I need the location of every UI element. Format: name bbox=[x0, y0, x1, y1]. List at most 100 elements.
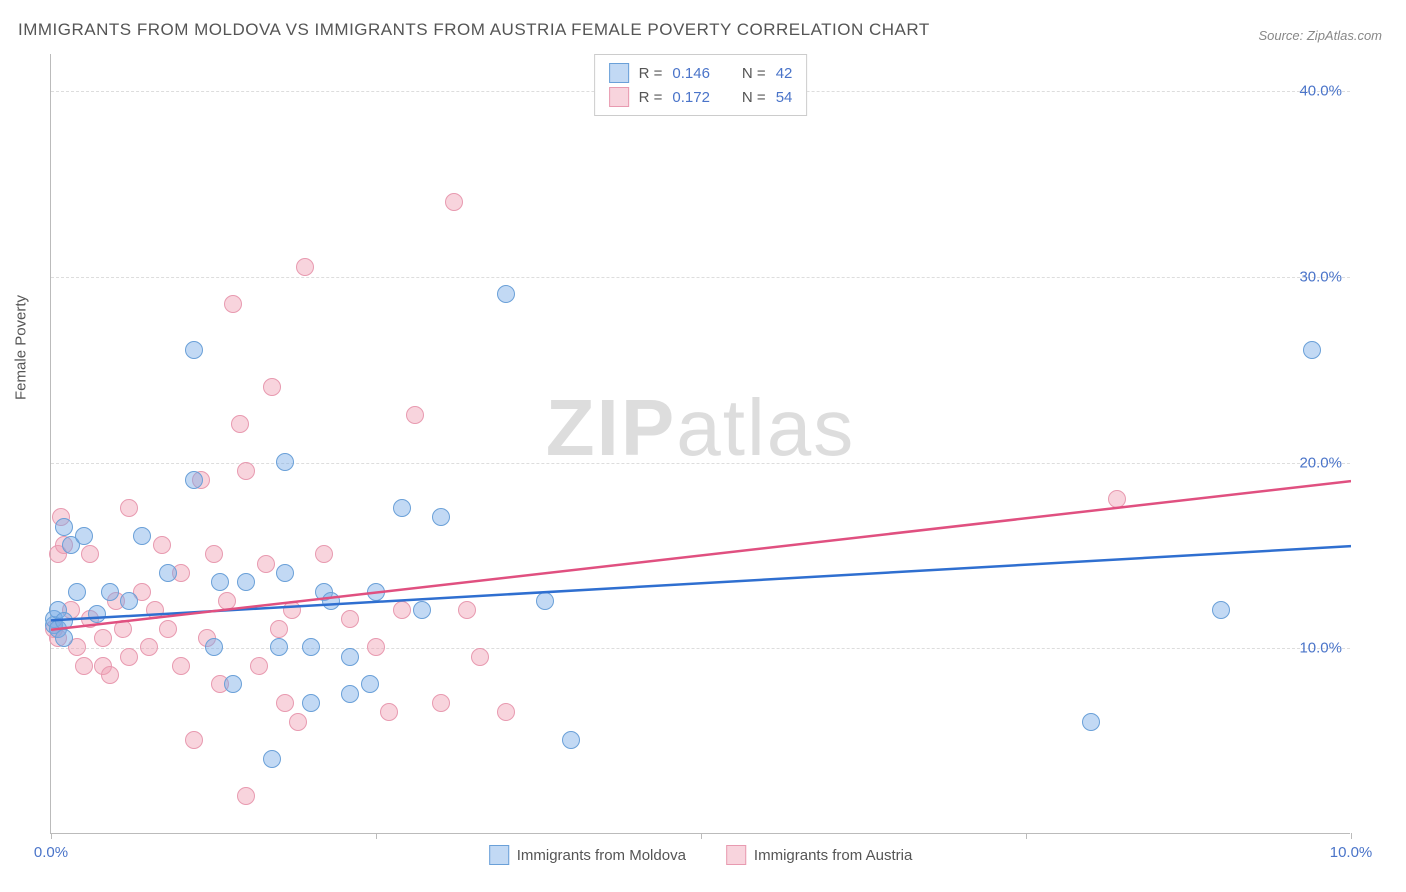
y-tick-label: 30.0% bbox=[1299, 268, 1342, 285]
scatter-point-austria bbox=[315, 545, 333, 563]
scatter-point-austria bbox=[458, 601, 476, 619]
scatter-point-moldova bbox=[120, 592, 138, 610]
scatter-point-austria bbox=[237, 462, 255, 480]
scatter-point-moldova bbox=[361, 675, 379, 693]
scatter-point-moldova bbox=[133, 527, 151, 545]
scatter-point-austria bbox=[224, 295, 242, 313]
legend-correlation-row: R = 0.172 N = 54 bbox=[609, 85, 793, 109]
legend-series-label: Immigrants from Moldova bbox=[517, 847, 686, 864]
legend-swatch bbox=[726, 845, 746, 865]
y-tick-label: 20.0% bbox=[1299, 454, 1342, 471]
n-value: 42 bbox=[776, 65, 793, 82]
scatter-point-moldova bbox=[68, 583, 86, 601]
scatter-point-moldova bbox=[88, 605, 106, 623]
scatter-point-austria bbox=[445, 193, 463, 211]
scatter-point-moldova bbox=[341, 648, 359, 666]
scatter-point-austria bbox=[1108, 490, 1126, 508]
legend-series-label: Immigrants from Austria bbox=[754, 847, 912, 864]
scatter-point-austria bbox=[75, 657, 93, 675]
scatter-point-moldova bbox=[224, 675, 242, 693]
scatter-point-austria bbox=[497, 703, 515, 721]
r-label: R = bbox=[639, 89, 663, 106]
scatter-point-moldova bbox=[55, 612, 73, 630]
x-tick bbox=[51, 833, 52, 839]
scatter-point-austria bbox=[101, 666, 119, 684]
scatter-point-austria bbox=[231, 415, 249, 433]
scatter-point-austria bbox=[393, 601, 411, 619]
chart-title: IMMIGRANTS FROM MOLDOVA VS IMMIGRANTS FR… bbox=[18, 20, 930, 40]
scatter-point-moldova bbox=[1303, 341, 1321, 359]
scatter-point-austria bbox=[341, 610, 359, 628]
legend-correlation-row: R =0.146N =42 bbox=[609, 61, 793, 85]
scatter-point-austria bbox=[218, 592, 236, 610]
scatter-point-moldova bbox=[413, 601, 431, 619]
x-tick bbox=[701, 833, 702, 839]
watermark-light: atlas bbox=[676, 383, 855, 472]
scatter-point-moldova bbox=[432, 508, 450, 526]
scatter-point-austria bbox=[185, 731, 203, 749]
scatter-point-moldova bbox=[75, 527, 93, 545]
scatter-point-moldova bbox=[276, 564, 294, 582]
scatter-point-moldova bbox=[159, 564, 177, 582]
series-legend: Immigrants from Moldova Immigrants from A… bbox=[489, 845, 913, 865]
scatter-point-moldova bbox=[276, 453, 294, 471]
scatter-point-austria bbox=[289, 713, 307, 731]
scatter-point-austria bbox=[432, 694, 450, 712]
legend-swatch bbox=[609, 87, 629, 107]
scatter-point-austria bbox=[237, 787, 255, 805]
scatter-point-moldova bbox=[211, 573, 229, 591]
scatter-point-moldova bbox=[302, 638, 320, 656]
y-axis-label: Female Poverty bbox=[13, 294, 30, 399]
scatter-point-moldova bbox=[536, 592, 554, 610]
chart-plot-area: Female Poverty ZIPatlas 10.0%20.0%30.0%4… bbox=[50, 54, 1350, 834]
x-tick bbox=[1026, 833, 1027, 839]
scatter-point-moldova bbox=[367, 583, 385, 601]
x-tick bbox=[1351, 833, 1352, 839]
scatter-point-austria bbox=[81, 545, 99, 563]
scatter-point-austria bbox=[367, 638, 385, 656]
scatter-point-moldova bbox=[1212, 601, 1230, 619]
scatter-point-moldova bbox=[55, 629, 73, 647]
scatter-point-austria bbox=[406, 406, 424, 424]
grid-line bbox=[51, 277, 1350, 278]
n-label: N = bbox=[742, 89, 766, 106]
scatter-point-austria bbox=[94, 629, 112, 647]
scatter-point-austria bbox=[380, 703, 398, 721]
x-tick-label: 0.0% bbox=[34, 844, 68, 861]
scatter-point-moldova bbox=[185, 471, 203, 489]
trend-lines bbox=[51, 54, 1351, 834]
x-tick bbox=[376, 833, 377, 839]
trend-line-austria bbox=[51, 481, 1351, 630]
n-value: 54 bbox=[776, 89, 793, 106]
legend-swatch bbox=[489, 845, 509, 865]
scatter-point-moldova bbox=[55, 518, 73, 536]
r-value: 0.172 bbox=[672, 89, 710, 106]
scatter-point-moldova bbox=[322, 592, 340, 610]
scatter-point-austria bbox=[120, 648, 138, 666]
n-label: N = bbox=[742, 65, 766, 82]
scatter-point-austria bbox=[270, 620, 288, 638]
scatter-point-moldova bbox=[302, 694, 320, 712]
legend-series-item: Immigrants from Moldova bbox=[489, 845, 686, 865]
scatter-point-austria bbox=[250, 657, 268, 675]
scatter-point-austria bbox=[146, 601, 164, 619]
scatter-point-austria bbox=[263, 378, 281, 396]
scatter-point-moldova bbox=[1082, 713, 1100, 731]
r-label: R = bbox=[639, 65, 663, 82]
scatter-point-moldova bbox=[237, 573, 255, 591]
scatter-point-austria bbox=[296, 258, 314, 276]
scatter-point-austria bbox=[120, 499, 138, 517]
scatter-point-austria bbox=[257, 555, 275, 573]
scatter-point-austria bbox=[172, 657, 190, 675]
scatter-point-austria bbox=[205, 545, 223, 563]
scatter-point-austria bbox=[114, 620, 132, 638]
y-tick-label: 40.0% bbox=[1299, 83, 1342, 100]
scatter-point-austria bbox=[159, 620, 177, 638]
scatter-point-austria bbox=[471, 648, 489, 666]
watermark: ZIPatlas bbox=[546, 382, 855, 474]
correlation-legend: R =0.146N =42R =0.172N =54 bbox=[594, 54, 808, 116]
source-label: Source: ZipAtlas.com bbox=[1258, 28, 1382, 43]
scatter-point-moldova bbox=[562, 731, 580, 749]
scatter-point-austria bbox=[153, 536, 171, 554]
scatter-point-moldova bbox=[101, 583, 119, 601]
